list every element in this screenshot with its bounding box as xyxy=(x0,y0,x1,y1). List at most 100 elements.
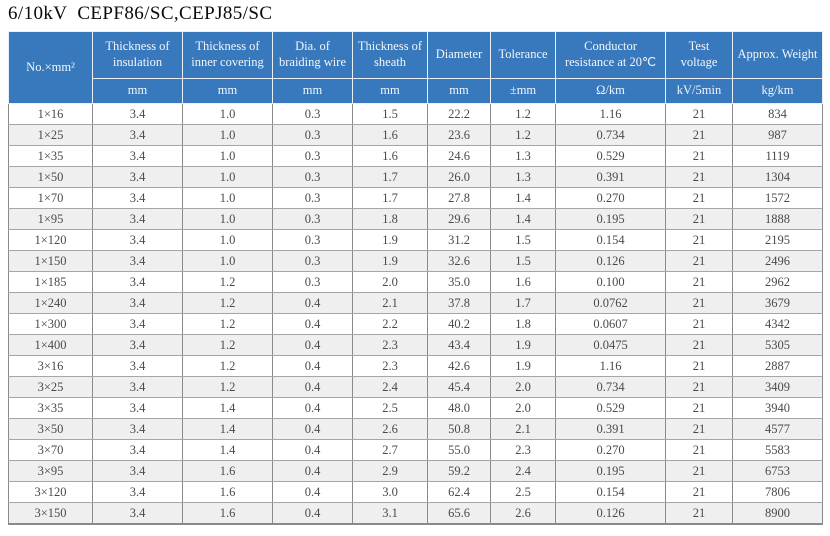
value-cell: 0.4 xyxy=(272,313,353,335)
value-cell: 1888 xyxy=(732,208,823,230)
value-cell: 1.6 xyxy=(352,145,428,167)
value-cell: 3.4 xyxy=(92,334,183,356)
value-cell: 3.4 xyxy=(92,481,183,503)
value-cell: 1.4 xyxy=(182,418,273,440)
value-cell: 1.6 xyxy=(182,460,273,482)
value-cell: 1.4 xyxy=(182,397,273,419)
value-cell: 2.0 xyxy=(490,376,556,398)
row-size-cell: 1×240 xyxy=(8,292,93,314)
value-cell: 0.270 xyxy=(555,187,666,209)
value-cell: 1.2 xyxy=(182,292,273,314)
value-cell: 2.1 xyxy=(490,418,556,440)
table-row: 1×400 3.4 1.2 0.4 2.3 43.4 1.9 0.0475 21 5305 xyxy=(8,334,823,356)
value-cell: 1.4 xyxy=(490,187,556,209)
column-header-sheath-thickness: Thickness of sheath xyxy=(352,31,428,79)
value-cell: 45.4 xyxy=(427,376,491,398)
value-cell: 65.6 xyxy=(427,502,491,525)
value-cell: 1.6 xyxy=(182,502,273,525)
value-cell: 1.7 xyxy=(352,187,428,209)
unit-conductor-resistance: Ω/km xyxy=(555,78,666,104)
value-cell: 23.6 xyxy=(427,124,491,146)
value-cell: 2962 xyxy=(732,271,823,293)
value-cell: 0.4 xyxy=(272,502,353,525)
value-cell: 0.3 xyxy=(272,103,353,125)
column-header-test-voltage: Test voltage xyxy=(665,31,733,79)
value-cell: 3409 xyxy=(732,376,823,398)
value-cell: 1.2 xyxy=(182,355,273,377)
value-cell: 1.9 xyxy=(490,334,556,356)
value-cell: 0.195 xyxy=(555,208,666,230)
unit-inner-covering-thickness: mm xyxy=(182,78,273,104)
value-cell: 48.0 xyxy=(427,397,491,419)
row-size-cell: 1×25 xyxy=(8,124,93,146)
row-size-cell: 1×400 xyxy=(8,334,93,356)
value-cell: 0.126 xyxy=(555,250,666,272)
value-cell: 35.0 xyxy=(427,271,491,293)
value-cell: 1.2 xyxy=(490,124,556,146)
value-cell: 21 xyxy=(665,250,733,272)
row-size-cell: 1×70 xyxy=(8,187,93,209)
header-unit-row: mm mm mm mm mm ±mm Ω/km kV/5min kg/km xyxy=(9,78,823,104)
column-header-insulation-thickness: Thickness of insulation xyxy=(92,31,183,79)
value-cell: 3.4 xyxy=(92,355,183,377)
value-cell: 1.8 xyxy=(490,313,556,335)
value-cell: 0.734 xyxy=(555,124,666,146)
table-row: 1×150 3.4 1.0 0.3 1.9 32.6 1.5 0.126 21 2496 xyxy=(8,250,823,272)
row-size-cell: 3×35 xyxy=(8,397,93,419)
value-cell: 1.2 xyxy=(182,334,273,356)
table-row: 1×50 3.4 1.0 0.3 1.7 26.0 1.3 0.391 21 1304 xyxy=(8,166,823,188)
value-cell: 3.4 xyxy=(92,145,183,167)
row-size-cell: 3×95 xyxy=(8,460,93,482)
value-cell: 0.3 xyxy=(272,229,353,251)
table-body: 1×16 3.4 1.0 0.3 1.5 22.2 1.2 1.16 21 834 1×25 3.4 1… xyxy=(8,103,823,525)
value-cell: 1.5 xyxy=(490,229,556,251)
value-cell: 1.0 xyxy=(182,103,273,125)
value-cell: 0.3 xyxy=(272,166,353,188)
value-cell: 0.4 xyxy=(272,355,353,377)
value-cell: 2.5 xyxy=(490,481,556,503)
table-row: 3×95 3.4 1.6 0.4 2.9 59.2 2.4 0.195 21 6753 xyxy=(8,460,823,482)
value-cell: 0.4 xyxy=(272,376,353,398)
value-cell: 2.9 xyxy=(352,460,428,482)
value-cell: 4577 xyxy=(732,418,823,440)
value-cell: 21 xyxy=(665,418,733,440)
value-cell: 1.2 xyxy=(182,376,273,398)
value-cell: 1.2 xyxy=(182,313,273,335)
value-cell: 2.3 xyxy=(352,355,428,377)
value-cell: 24.6 xyxy=(427,145,491,167)
value-cell: 1.9 xyxy=(490,355,556,377)
value-cell: 21 xyxy=(665,292,733,314)
value-cell: 21 xyxy=(665,103,733,125)
value-cell: 31.2 xyxy=(427,229,491,251)
table-row: 1×25 3.4 1.0 0.3 1.6 23.6 1.2 0.734 21 987 xyxy=(8,124,823,146)
column-header-conductor-resistance: Conductor resistance at 20℃ xyxy=(555,31,666,79)
value-cell: 43.4 xyxy=(427,334,491,356)
page-title: 6/10kV CEPF86/SC,CEPJ85/SC xyxy=(8,3,273,24)
value-cell: 3.4 xyxy=(92,460,183,482)
value-cell: 21 xyxy=(665,460,733,482)
table-row: 1×240 3.4 1.2 0.4 2.1 37.8 1.7 0.0762 21 3679 xyxy=(8,292,823,314)
value-cell: 987 xyxy=(732,124,823,146)
row-size-cell: 1×150 xyxy=(8,250,93,272)
row-size-cell: 1×95 xyxy=(8,208,93,230)
value-cell: 1.9 xyxy=(352,250,428,272)
value-cell: 2.6 xyxy=(352,418,428,440)
table-row: 3×150 3.4 1.6 0.4 3.1 65.6 2.6 0.126 21 8900 xyxy=(8,502,823,525)
value-cell: 0.4 xyxy=(272,460,353,482)
value-cell: 5583 xyxy=(732,439,823,461)
value-cell: 1.0 xyxy=(182,208,273,230)
value-cell: 1.0 xyxy=(182,124,273,146)
value-cell: 3.4 xyxy=(92,313,183,335)
value-cell: 1.6 xyxy=(182,481,273,503)
row-size-cell: 1×50 xyxy=(8,166,93,188)
row-size-cell: 3×120 xyxy=(8,481,93,503)
table-row: 3×25 3.4 1.2 0.4 2.4 45.4 2.0 0.734 21 3409 xyxy=(8,376,823,398)
row-size-cell: 1×16 xyxy=(8,103,93,125)
value-cell: 2.3 xyxy=(352,334,428,356)
value-cell: 59.2 xyxy=(427,460,491,482)
value-cell: 1.9 xyxy=(352,229,428,251)
table-row: 3×16 3.4 1.2 0.4 2.3 42.6 1.9 1.16 21 2887 xyxy=(8,355,823,377)
value-cell: 1.6 xyxy=(490,271,556,293)
value-cell: 3.4 xyxy=(92,397,183,419)
value-cell: 1.2 xyxy=(490,103,556,125)
